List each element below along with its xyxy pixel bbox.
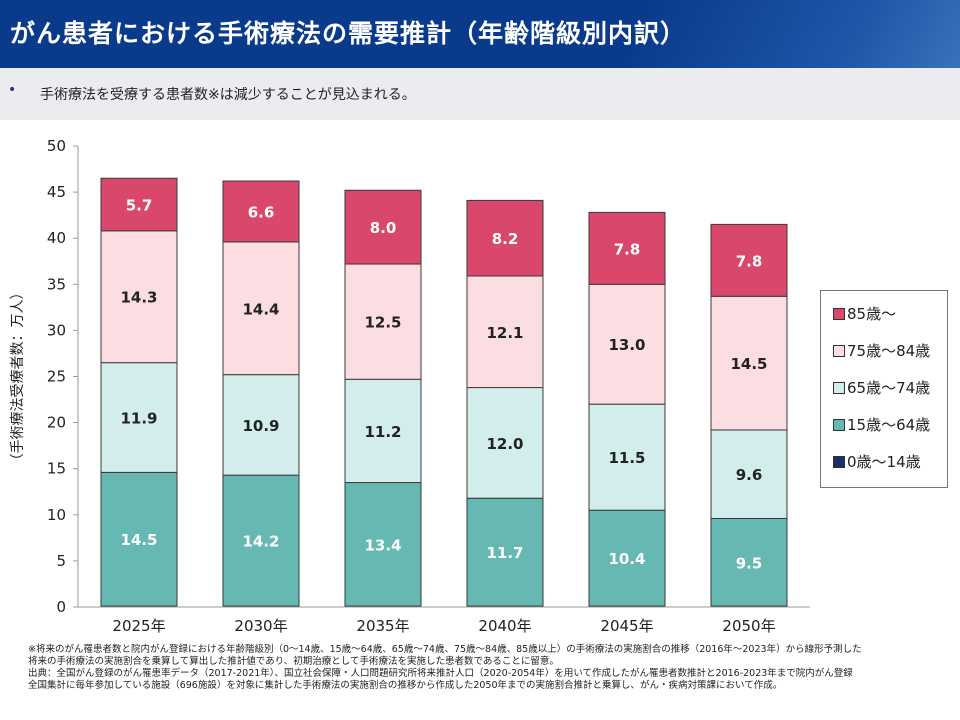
footnote-line: 全国集計に毎年参加している施設（696施設）を対象に集計した手術療法の実施割合の…: [28, 680, 783, 691]
title-bar: がん患者における手術療法の需要推計（年齢階級別内訳）: [0, 0, 960, 68]
y-tick-label: 35: [47, 275, 66, 293]
bar-segment: [710, 295, 788, 431]
legend: 85歳～ 75歳～84歳 65歳～74歳 15歳～64歳 0歳～14歳: [820, 290, 948, 488]
footnote-line: 出典：全国がん登録のがん罹患率データ（2017-2021年）、国立社会保障・人口…: [28, 668, 853, 679]
x-tick-label: 2050年: [722, 617, 775, 635]
bar-value-label: 11.9: [120, 410, 157, 428]
y-tick-label: 20: [47, 414, 66, 432]
legend-label-85plus: 85歳～: [847, 305, 897, 323]
bar-segment: [100, 177, 178, 232]
bar-value-label: 10.9: [242, 417, 279, 435]
bar-value-label: 14.2: [242, 533, 279, 551]
bar-value-label: 9.5: [736, 554, 763, 572]
subtitle-band: • 手術療法を受療する患者数※は減少することが見込まれる。: [0, 68, 960, 120]
legend-swatch-65-74: [833, 382, 845, 394]
legend-swatch-75-84: [833, 345, 845, 357]
bar-value-label: 12.0: [486, 435, 523, 453]
x-tick-label: 2045年: [600, 617, 653, 635]
bar-segment: [466, 199, 544, 277]
page-title: がん患者における手術療法の需要推計（年齢階級別内訳）: [10, 19, 687, 48]
bar-segment: [466, 497, 544, 607]
bar-segment: [588, 211, 666, 285]
bar-segment: [100, 362, 178, 473]
legend-label-0-14: 0歳～14歳: [847, 453, 921, 471]
y-tick-label: 15: [47, 460, 66, 478]
y-tick-label: 45: [47, 183, 66, 201]
y-tick-label: 0: [56, 598, 66, 616]
y-tick-label: 25: [47, 368, 66, 386]
y-tick-label: 5: [56, 552, 66, 570]
bullet-icon: •: [8, 82, 17, 98]
bar-segment: [222, 374, 300, 476]
legend-label-75-84: 75歳～84歳: [847, 342, 931, 360]
bar-value-label: 14.3: [120, 289, 157, 307]
bar-segment: [344, 189, 422, 265]
bar-value-label: 12.1: [486, 324, 523, 342]
bar-value-label: 13.4: [364, 536, 401, 554]
bar-segment: [466, 387, 544, 499]
y-tick-label: 40: [47, 229, 66, 247]
bar-segment: [588, 283, 666, 405]
bar-segment: [588, 509, 666, 607]
bar-value-label: 5.7: [126, 197, 153, 215]
bar-value-label: 11.2: [364, 423, 401, 441]
legend-swatch-85plus: [833, 308, 845, 320]
bar-value-label: 8.0: [370, 219, 397, 237]
bar-segment: [344, 482, 422, 607]
bar-segment: [710, 429, 788, 519]
y-tick-label: 50: [47, 137, 66, 155]
footnote-line: ※将来のがん罹患者数と院内がん登録における年齢階級別（0～14歳、15歳～64歳…: [28, 644, 862, 655]
bar-segment: [100, 230, 178, 364]
legend-swatch-15-64: [833, 419, 845, 431]
bar-value-label: 8.2: [492, 230, 519, 248]
x-tick-label: 2035年: [356, 617, 409, 635]
x-tick-label: 2025年: [112, 617, 165, 635]
bar-segment: [466, 275, 544, 389]
bar-value-label: 6.6: [248, 203, 275, 221]
stacked-bar-chart: 05101520253035404550（手術療法受療者数：万人）0.114.5…: [9, 137, 810, 635]
bar-value-label: 14.5: [730, 355, 767, 373]
bar-segment: [100, 471, 178, 607]
bar-value-label: 11.7: [486, 544, 523, 562]
bar-value-label: 7.8: [736, 252, 763, 270]
legend-label-15-64: 15歳～64歳: [847, 416, 931, 434]
footnote-line: 将来の手術療法の実施割合を乗算して算出した推計値であり、初期治療として手術療法を…: [28, 656, 559, 667]
bar-value-label: 11.5: [608, 449, 645, 467]
bar-value-label: 9.6: [736, 466, 763, 484]
bar-segment: [344, 263, 422, 380]
bar-value-label: 12.5: [364, 314, 401, 332]
bar-segment: [588, 403, 666, 511]
bar-segment: [710, 223, 788, 297]
bar-value-label: 14.4: [242, 300, 279, 318]
legend-label-65-74: 65歳～74歳: [847, 379, 931, 397]
footnotes: ※将来のがん罹患者数と院内がん登録における年齢階級別（0～14歳、15歳～64歳…: [28, 644, 954, 692]
x-tick-label: 2030年: [234, 617, 287, 635]
legend-swatch-0-14: [833, 456, 845, 468]
bar-segment: [222, 180, 300, 243]
bar-value-label: 10.4: [608, 550, 645, 568]
bar-segment: [222, 474, 300, 607]
bar-value-label: 7.8: [614, 240, 641, 258]
bar-segment: [344, 378, 422, 484]
subtitle-text: 手術療法を受療する患者数※は減少することが見込まれる。: [40, 87, 416, 103]
x-tick-label: 2040年: [478, 617, 531, 635]
y-tick-label: 30: [47, 321, 66, 339]
y-axis-label: （手術療法受療者数：万人）: [9, 286, 26, 468]
bar-value-label: 13.0: [608, 336, 645, 354]
bar-segment: [222, 241, 300, 376]
bar-value-label: 14.5: [120, 531, 157, 549]
y-tick-label: 10: [47, 506, 66, 524]
